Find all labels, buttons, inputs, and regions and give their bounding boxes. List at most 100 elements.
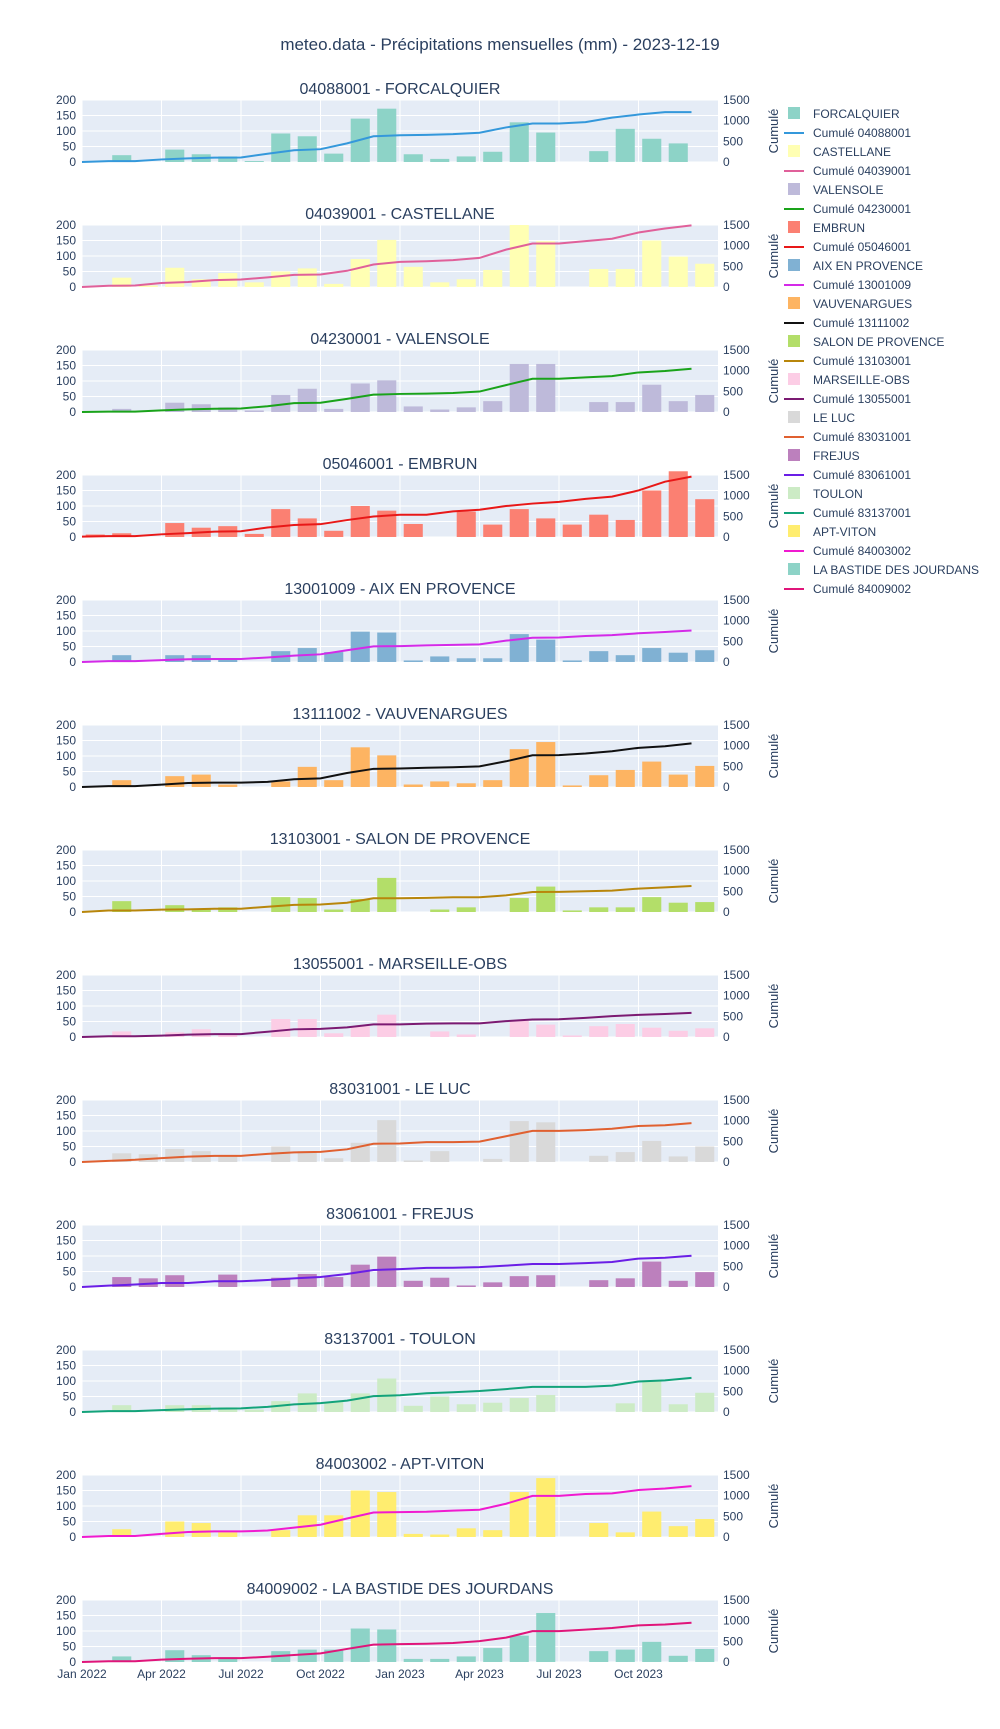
legend-label: SALON DE PROVENCE	[813, 335, 944, 349]
y-right-axis-label: Cumulé	[766, 109, 781, 154]
bar	[297, 1649, 317, 1662]
y-right-axis-label: Cumulé	[766, 359, 781, 404]
legend-label: CASTELLANE	[813, 145, 891, 159]
bar	[695, 765, 715, 787]
y-left-tick-label: 150	[56, 984, 76, 998]
bar	[615, 907, 635, 912]
bar	[668, 774, 688, 787]
bar	[536, 1478, 556, 1537]
bar	[430, 1534, 450, 1537]
x-axis: Jan 2022 Apr 2022 Jul 2022 Oct 2022 Jan 2023…	[57, 1667, 663, 1681]
bar	[536, 363, 556, 412]
bar	[536, 518, 556, 537]
bar	[509, 898, 529, 912]
bar	[244, 1409, 264, 1412]
legend-label: Cumulé 13055001	[813, 392, 911, 406]
bar	[536, 1122, 556, 1162]
y-left-tick-label: 0	[69, 780, 76, 794]
bar	[191, 774, 211, 787]
bar	[589, 1523, 609, 1537]
bar	[642, 240, 662, 287]
y-left-tick-label: 0	[69, 1030, 76, 1044]
bar	[112, 1405, 132, 1412]
y-right-tick-label: 1500	[723, 1093, 750, 1107]
y-right-tick-label: 0	[723, 1530, 730, 1544]
bar	[191, 1029, 211, 1037]
bar	[377, 1492, 397, 1537]
cumulative-line	[81, 1254, 692, 1288]
legend-label: FREJUS	[813, 449, 860, 463]
subplot-04230001: 04230001 - VALENSOLE05010015020005001000…	[56, 331, 781, 419]
bar	[324, 153, 344, 162]
y-right-tick-label: 1000	[723, 739, 750, 753]
bar	[112, 780, 132, 787]
bar	[509, 749, 529, 787]
legend-swatch-bar	[788, 145, 800, 157]
y-right-tick-label: 0	[723, 905, 730, 919]
bar	[668, 1526, 688, 1537]
bar	[509, 225, 529, 287]
bar	[218, 407, 238, 412]
bar	[218, 1156, 238, 1162]
bar	[589, 1280, 609, 1287]
legend-swatch-bar	[788, 449, 800, 461]
bar	[191, 279, 211, 287]
subplot-title: 05046001 - EMBRUN	[323, 456, 478, 473]
bar	[456, 1034, 476, 1037]
bar	[165, 1148, 185, 1162]
bar	[377, 380, 397, 412]
bar	[483, 780, 503, 787]
y-left-tick-label: 200	[56, 1468, 76, 1482]
bar	[509, 1492, 529, 1537]
bar	[430, 409, 450, 412]
y-right-tick-label: 500	[723, 1384, 743, 1398]
y-right-axis-label: Cumulé	[766, 984, 781, 1029]
bar	[112, 1153, 132, 1162]
x-tick-label: Oct 2022	[296, 1667, 345, 1681]
y-left-tick-label: 100	[56, 124, 76, 138]
bar	[350, 259, 370, 287]
subplot-title: 83031001 - LE LUC	[329, 1081, 470, 1098]
bar	[642, 1511, 662, 1537]
x-tick-label: Oct 2023	[614, 1667, 663, 1681]
legend-label: Cumulé 83061001	[813, 468, 911, 482]
bar	[377, 632, 397, 662]
y-right-tick-label: 1000	[723, 1239, 750, 1253]
subplot-84003002: 84003002 - APT-VITON05010015020005001000…	[56, 1456, 781, 1544]
bar	[324, 408, 344, 412]
y-left-tick-label: 200	[56, 343, 76, 357]
y-right-tick-label: 0	[723, 1030, 730, 1044]
bar	[430, 1151, 450, 1162]
bar	[377, 755, 397, 787]
y-left-tick-label: 200	[56, 93, 76, 107]
subplot-title: 83137001 - TOULON	[324, 1331, 476, 1348]
legend-swatch-bar	[788, 259, 800, 271]
bar	[695, 394, 715, 412]
y-right-tick-label: 500	[723, 1009, 743, 1023]
bar	[695, 650, 715, 662]
bar	[456, 407, 476, 412]
y-right-tick-label: 500	[723, 1134, 743, 1148]
bar	[350, 506, 370, 537]
bar	[403, 406, 423, 412]
bar	[589, 651, 609, 662]
legend-label: AIX EN PROVENCE	[813, 259, 923, 273]
y-right-tick-label: 500	[723, 259, 743, 273]
subplot-title: 13001009 - AIX EN PROVENCE	[284, 581, 515, 598]
y-right-axis-label: Cumulé	[766, 1609, 781, 1654]
y-right-tick-label: 1000	[723, 1114, 750, 1128]
legend-label: MARSEILLE-OBS	[813, 373, 910, 387]
bar	[430, 1031, 450, 1037]
y-right-tick-label: 0	[723, 1280, 730, 1294]
y-left-tick-label: 50	[63, 1390, 77, 1404]
bar	[509, 122, 529, 162]
bar	[589, 1026, 609, 1037]
bar	[668, 1030, 688, 1037]
bar	[589, 402, 609, 412]
bar	[297, 1273, 317, 1287]
bar	[562, 524, 582, 537]
bar	[456, 1285, 476, 1287]
bar	[218, 1532, 238, 1537]
bar	[271, 897, 291, 912]
bar	[403, 266, 423, 287]
